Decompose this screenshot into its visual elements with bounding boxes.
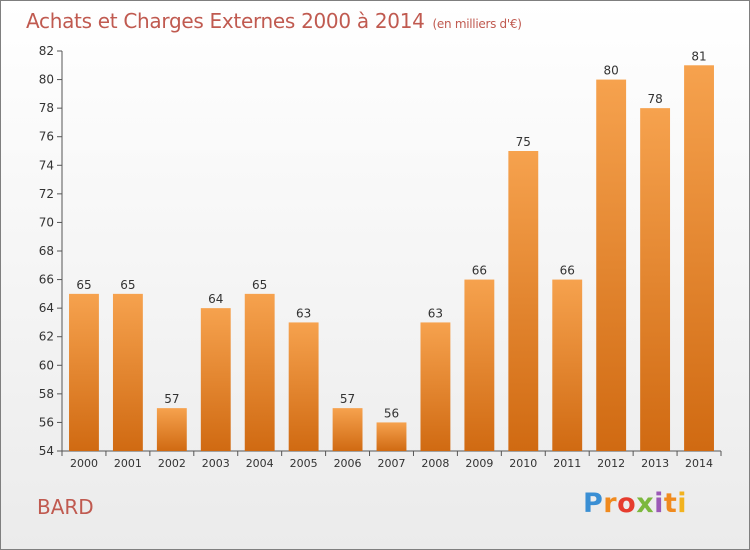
bar-value-label: 65 <box>252 278 267 292</box>
bar <box>244 293 275 451</box>
bar-value-label: 63 <box>296 306 311 320</box>
logo-letter: P <box>583 488 604 519</box>
x-tick-label: 2011 <box>553 457 581 470</box>
bar <box>596 79 627 452</box>
y-tick-label: 78 <box>39 101 54 115</box>
x-tick-label: 2004 <box>246 457 274 470</box>
bar <box>332 408 363 451</box>
x-tick-label: 2001 <box>114 457 142 470</box>
bar-value-label: 65 <box>120 278 135 292</box>
x-tick-label: 2010 <box>509 457 537 470</box>
bar <box>200 308 231 451</box>
bar-value-label: 57 <box>164 392 179 406</box>
bar-value-label: 81 <box>691 49 706 63</box>
bar-value-label: 80 <box>604 64 619 78</box>
logo-letter: o <box>617 488 637 519</box>
logo-letter: r <box>603 488 618 519</box>
bar-value-label: 78 <box>647 92 662 106</box>
y-tick-label: 60 <box>39 358 54 372</box>
y-tick-label: 68 <box>39 244 54 258</box>
proxiti-logo: Proxiti <box>583 488 687 519</box>
logo-letter: i <box>654 488 664 519</box>
x-tick-label: 2014 <box>685 457 713 470</box>
bar <box>420 322 451 451</box>
bar-value-label: 66 <box>472 264 487 278</box>
chart-subtitle: (en milliers d'€) <box>432 17 522 31</box>
bar <box>508 151 539 451</box>
bar-value-label: 57 <box>340 392 355 406</box>
bar-value-label: 65 <box>76 278 91 292</box>
y-tick-label: 54 <box>39 444 54 458</box>
bar-value-label: 63 <box>428 306 443 320</box>
bar <box>552 279 583 451</box>
y-tick-label: 82 <box>39 44 54 58</box>
x-tick-label: 2013 <box>641 457 669 470</box>
y-tick-label: 56 <box>39 415 54 429</box>
bar <box>288 322 319 451</box>
logo-letter: i <box>677 488 688 519</box>
bar <box>156 408 187 451</box>
x-tick-label: 2006 <box>334 457 362 470</box>
y-tick-label: 72 <box>39 187 54 201</box>
chart-title-row: Achats et Charges Externes 2000 à 2014 (e… <box>26 9 522 33</box>
x-tick-label: 2003 <box>202 457 230 470</box>
y-tick-label: 80 <box>39 73 54 87</box>
bar <box>640 108 671 452</box>
bar-value-label: 56 <box>384 406 399 420</box>
logo-letter: t <box>663 488 678 519</box>
x-tick-label: 2008 <box>421 457 449 470</box>
y-tick-label: 64 <box>39 301 54 315</box>
x-tick-label: 2000 <box>70 457 98 470</box>
logo-letter: x <box>636 488 655 519</box>
y-tick-label: 70 <box>39 215 54 229</box>
x-tick-label: 2007 <box>378 457 406 470</box>
x-tick-label: 2009 <box>465 457 493 470</box>
bar-value-label: 75 <box>516 135 531 149</box>
bar <box>376 422 407 451</box>
y-tick-label: 76 <box>39 130 54 144</box>
commune-label: BARD <box>37 495 94 519</box>
x-tick-label: 2002 <box>158 457 186 470</box>
bar <box>464 279 495 451</box>
y-tick-label: 62 <box>39 330 54 344</box>
bar <box>69 293 99 451</box>
bar-value-label: 64 <box>208 292 223 306</box>
bar <box>112 293 143 451</box>
x-tick-label: 2012 <box>597 457 625 470</box>
bar-value-label: 66 <box>560 264 575 278</box>
chart-title: Achats et Charges Externes 2000 à 2014 <box>26 9 425 33</box>
x-tick-label: 2005 <box>290 457 318 470</box>
bar <box>684 65 714 452</box>
y-tick-label: 58 <box>39 387 54 401</box>
y-tick-label: 74 <box>39 158 54 172</box>
y-tick-label: 66 <box>39 273 54 287</box>
